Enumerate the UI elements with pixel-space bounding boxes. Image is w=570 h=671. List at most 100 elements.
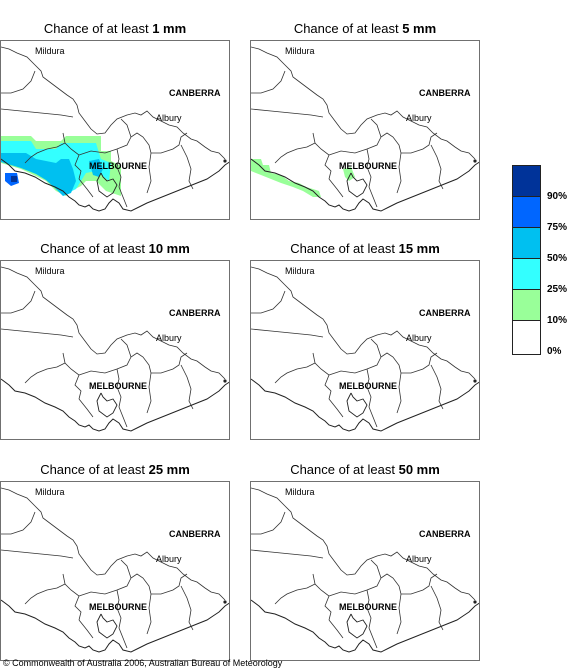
map-panel-15mm: Mildura CANBERRA Albury MELBOURNE [250, 260, 480, 440]
place-label-melbourne: MELBOURNE [89, 381, 147, 391]
district-border-9 [116, 368, 128, 428]
place-label-mildura: Mildura [35, 487, 65, 497]
legend-swatch-0-10 [513, 321, 540, 354]
district-border-3 [1, 549, 74, 559]
place-label-mildura: Mildura [285, 487, 315, 497]
district-border-8 [151, 352, 188, 374]
coastline [251, 378, 479, 432]
district-border-11 [430, 585, 444, 631]
district-border-2 [1, 290, 36, 314]
place-label-canberra: CANBERRA [419, 88, 471, 98]
district-border-7 [120, 559, 132, 579]
district-border-7 [120, 338, 132, 358]
district-border-11 [430, 144, 444, 190]
district-border-3 [1, 108, 74, 118]
district-border-3 [1, 328, 74, 338]
legend-label-0: 0% [547, 346, 562, 357]
district-border-4 [312, 352, 332, 400]
district-border-2 [251, 511, 286, 535]
coastline [1, 158, 229, 212]
district-border-5 [24, 362, 66, 384]
district-border-10 [146, 593, 152, 635]
district-border-9 [116, 148, 128, 208]
east-coast-point [473, 600, 477, 604]
district-border-12 [78, 398, 94, 418]
district-border-10 [146, 372, 152, 414]
rain-map-1mm: Mildura CANBERRA Albury MELBOURNE [1, 46, 229, 212]
east-coast-point [473, 159, 477, 163]
district-border-9 [116, 589, 128, 649]
probability-shading-6 [11, 176, 17, 182]
district-border-8 [401, 132, 438, 154]
district-border-10 [396, 372, 402, 414]
district-border-12 [78, 619, 94, 639]
place-label-albury: Albury [156, 333, 182, 343]
place-label-melbourne: MELBOURNE [89, 602, 147, 612]
district-border-8 [401, 573, 438, 595]
port-phillip-bay [346, 613, 368, 639]
map-panel-50mm: Mildura CANBERRA Albury MELBOURNE [250, 481, 480, 661]
panel-title-5mm: Chance of at least 5 mm [293, 21, 437, 36]
rain-map-15mm: Mildura CANBERRA Albury MELBOURNE [251, 266, 479, 432]
district-border-3 [251, 108, 324, 118]
place-label-albury: Albury [406, 554, 432, 564]
place-label-melbourne: MELBOURNE [339, 161, 397, 171]
east-coast-point [223, 600, 227, 604]
port-phillip-bay [96, 172, 118, 198]
place-label-canberra: CANBERRA [419, 308, 471, 318]
district-border-6 [78, 132, 152, 156]
district-border-12 [78, 178, 94, 198]
district-border-4 [62, 352, 82, 400]
map-panel-5mm: Mildura CANBERRA Albury MELBOURNE [250, 40, 480, 220]
district-border-9 [366, 589, 378, 649]
coastline [1, 378, 229, 432]
place-label-albury: Albury [406, 113, 432, 123]
probability-shading-2 [343, 167, 355, 181]
district-border-10 [396, 593, 402, 635]
place-label-mildura: Mildura [285, 46, 315, 56]
place-label-melbourne: MELBOURNE [339, 602, 397, 612]
place-label-mildura: Mildura [35, 46, 65, 56]
district-border-5 [24, 142, 66, 164]
place-label-canberra: CANBERRA [169, 529, 221, 539]
rain-map-5mm: Mildura CANBERRA Albury MELBOURNE [251, 46, 479, 212]
place-label-canberra: CANBERRA [169, 88, 221, 98]
legend-swatch-10-25 [513, 290, 540, 321]
district-border-1 [1, 46, 226, 160]
district-border-2 [1, 511, 36, 535]
district-border-1 [251, 487, 476, 601]
east-coast-point [223, 159, 227, 163]
legend-label-10: 10% [547, 315, 568, 326]
district-border-11 [180, 364, 194, 410]
district-border-8 [151, 132, 188, 154]
district-border-2 [251, 70, 286, 94]
district-border-5 [274, 583, 316, 605]
map-panel-10mm: Mildura CANBERRA Albury MELBOURNE [0, 260, 230, 440]
district-border-10 [146, 152, 152, 194]
probability-legend [512, 165, 541, 355]
district-border-2 [251, 290, 286, 314]
port-phillip-bay [96, 392, 118, 418]
east-coast-point [473, 379, 477, 383]
probability-shading-3 [1, 153, 76, 196]
rain-map-25mm: Mildura CANBERRA Albury MELBOURNE [1, 487, 229, 653]
probability-shading-1 [251, 159, 321, 197]
panel-title-25mm: Chance of at least 25 mm [40, 462, 190, 477]
place-label-melbourne: MELBOURNE [89, 161, 147, 171]
district-border-1 [1, 266, 226, 380]
district-border-6 [328, 352, 402, 376]
legend-label-50: 50% [547, 253, 568, 264]
district-border-8 [151, 573, 188, 595]
legend-label-90: 90% [547, 191, 568, 202]
legend-swatch-90-100 [513, 166, 540, 197]
copyright-notice: © Commonwealth of Australia 2006, Austra… [3, 658, 283, 668]
district-border-5 [274, 142, 316, 164]
district-border-4 [312, 132, 332, 180]
district-border-6 [328, 573, 402, 597]
legend-label-25: 25% [547, 284, 568, 295]
place-label-canberra: CANBERRA [169, 308, 221, 318]
district-border-7 [370, 559, 382, 579]
district-border-8 [401, 352, 438, 374]
district-border-12 [328, 178, 344, 198]
rain-map-50mm: Mildura CANBERRA Albury MELBOURNE [251, 487, 479, 653]
